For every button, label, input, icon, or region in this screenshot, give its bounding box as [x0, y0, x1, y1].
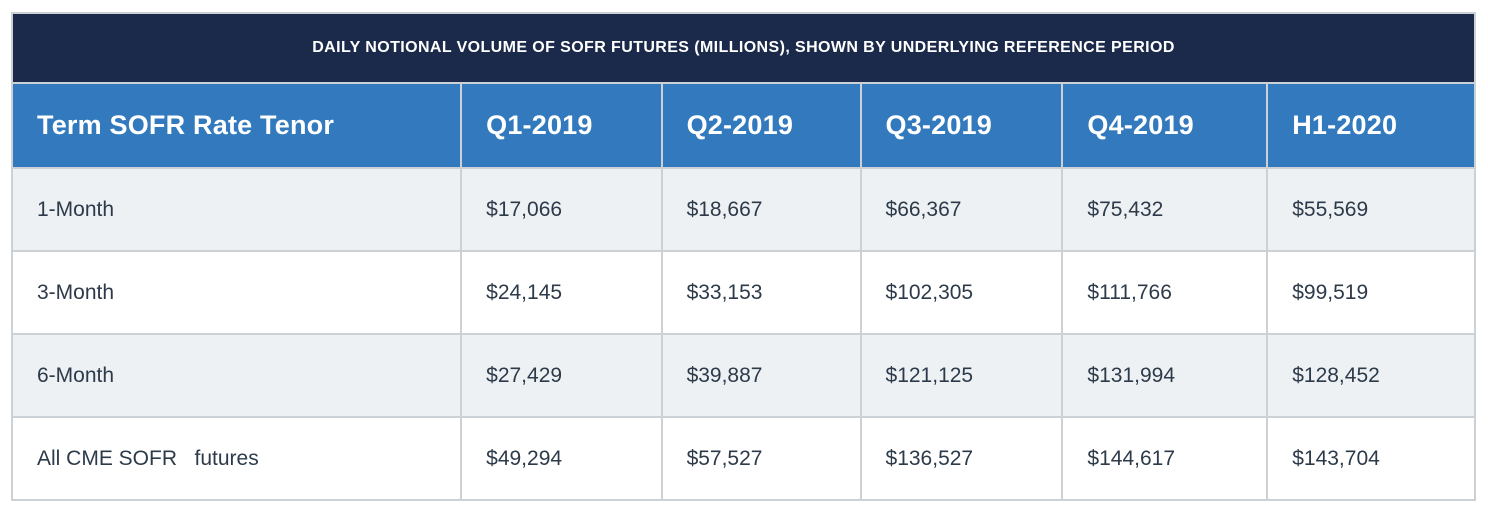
- tenor-label-cell: All CME SOFR futures: [10, 416, 463, 501]
- column-header-q4-2019: Q4-2019: [1061, 82, 1269, 169]
- value-cell: $143,704: [1266, 416, 1476, 501]
- sofr-futures-table: DAILY NOTIONAL VOLUME OF SOFR FUTURES (M…: [10, 12, 1476, 501]
- table-row: 1-Month $17,066 $18,667 $66,367 $75,432 $55,5…: [10, 167, 1476, 252]
- table-body: 1-Month $17,066 $18,667 $66,367 $75,432 $55,5…: [10, 167, 1476, 501]
- column-header-q1-2019: Q1-2019: [460, 82, 663, 169]
- tenor-label-cell: 3-Month: [10, 250, 463, 335]
- value-cell: $27,429: [460, 333, 663, 418]
- column-header-q2-2019: Q2-2019: [660, 82, 862, 169]
- value-cell: $102,305: [859, 250, 1064, 335]
- table-row: 6-Month $27,429 $39,887 $121,125 $131,994 $12…: [10, 333, 1476, 418]
- value-cell: $75,432: [1061, 167, 1269, 252]
- value-cell: $17,066: [460, 167, 663, 252]
- table-row: 3-Month $24,145 $33,153 $102,305 $111,766 $99…: [10, 250, 1476, 335]
- value-cell: $55,569: [1266, 167, 1476, 252]
- value-cell: $49,294: [460, 416, 663, 501]
- tenor-label-cell: 1-Month: [10, 167, 463, 252]
- value-cell: $99,519: [1266, 250, 1476, 335]
- column-header-q3-2019: Q3-2019: [859, 82, 1064, 169]
- title-row: DAILY NOTIONAL VOLUME OF SOFR FUTURES (M…: [11, 12, 1476, 84]
- data-table: DAILY NOTIONAL VOLUME OF SOFR FUTURES (M…: [10, 12, 1476, 501]
- tenor-label-cell: 6-Month: [10, 333, 463, 418]
- value-cell: $144,617: [1061, 416, 1269, 501]
- value-cell: $111,766: [1061, 250, 1269, 335]
- table-title: DAILY NOTIONAL VOLUME OF SOFR FUTURES (M…: [11, 12, 1476, 84]
- value-cell: $128,452: [1266, 333, 1476, 418]
- value-cell: $24,145: [460, 250, 663, 335]
- value-cell: $136,527: [859, 416, 1064, 501]
- value-cell: $18,667: [660, 167, 862, 252]
- value-cell: $121,125: [859, 333, 1064, 418]
- header-row: Term SOFR Rate Tenor Q1-2019 Q2-2019 Q3-201…: [10, 82, 1476, 169]
- value-cell: $131,994: [1061, 333, 1269, 418]
- column-header-tenor: Term SOFR Rate Tenor: [10, 82, 463, 169]
- value-cell: $57,527: [660, 416, 862, 501]
- value-cell: $33,153: [660, 250, 862, 335]
- value-cell: $39,887: [660, 333, 862, 418]
- column-header-h1-2020: H1-2020: [1266, 82, 1476, 169]
- table-row: All CME SOFR futures $49,294 $57,527 $136,5…: [10, 416, 1476, 501]
- value-cell: $66,367: [859, 167, 1064, 252]
